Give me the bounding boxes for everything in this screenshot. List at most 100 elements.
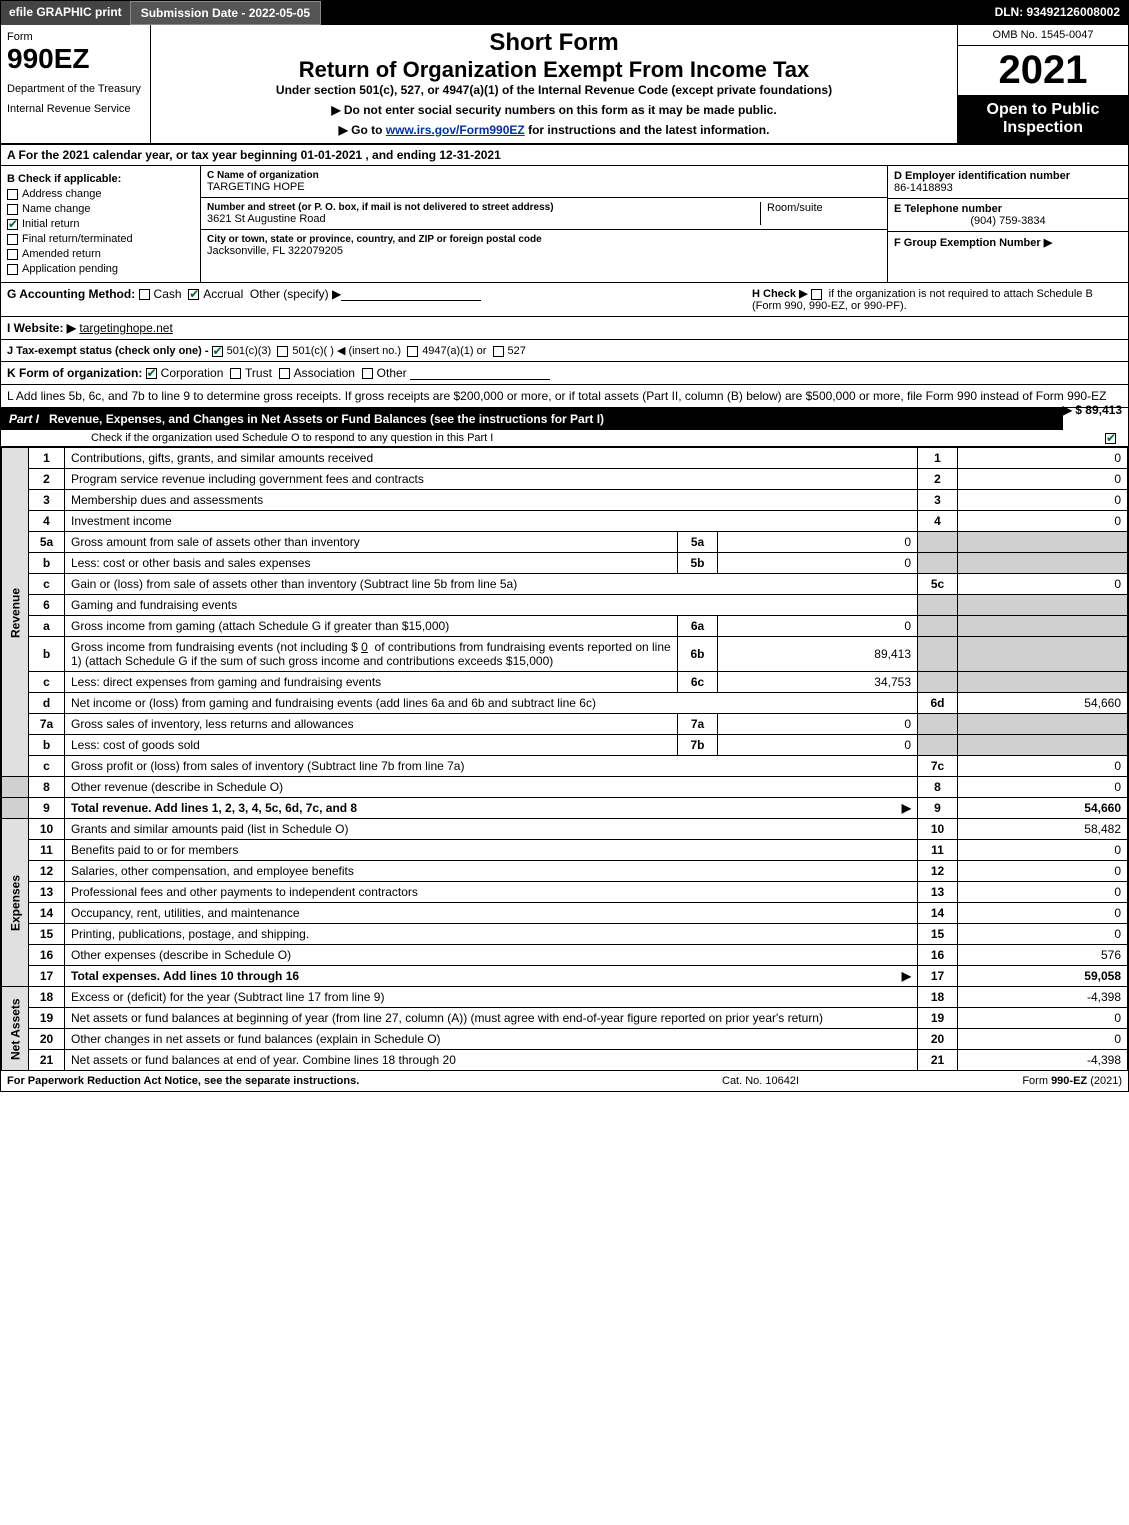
- chk-assoc[interactable]: [279, 368, 290, 379]
- chk-name-change-row[interactable]: Name change: [7, 203, 194, 215]
- B-legend: B Check if applicable:: [7, 173, 194, 185]
- C-name-value: TARGETING HOPE: [207, 181, 881, 193]
- C-city-value: Jacksonville, FL 322079205: [207, 245, 881, 257]
- line-6c: c Less: direct expenses from gaming and …: [2, 672, 1128, 693]
- subtitle-501c: Under section 501(c), 527, or 4947(a)(1)…: [155, 83, 953, 97]
- instr-ssn: ▶ Do not enter social security numbers o…: [155, 103, 953, 117]
- efile-print-label[interactable]: efile GRAPHIC print: [1, 1, 130, 25]
- line-12: 12 Salaries, other compensation, and emp…: [2, 861, 1128, 882]
- page-footer: For Paperwork Reduction Act Notice, see …: [1, 1071, 1128, 1091]
- chk-address-change-row[interactable]: Address change: [7, 188, 194, 200]
- chk-H[interactable]: [811, 289, 822, 300]
- line-6: 6 Gaming and fundraising events: [2, 595, 1128, 616]
- omb-number: OMB No. 1545-0047: [958, 25, 1128, 46]
- H-schedule-b: H Check ▶ if the organization is not req…: [742, 287, 1122, 312]
- line-5a: 5a Gross amount from sale of assets othe…: [2, 532, 1128, 553]
- F-group-row: F Group Exemption Number ▶: [888, 232, 1128, 253]
- chk-amended-return[interactable]: [7, 249, 18, 260]
- row-I-website: I Website: ▶ targetinghope.net: [1, 317, 1128, 340]
- line-19: 19 Net assets or fund balances at beginn…: [2, 1008, 1128, 1029]
- l1-num: 1: [29, 448, 65, 469]
- C-city-row: City or town, state or province, country…: [201, 230, 887, 261]
- chk-schedule-o[interactable]: [1105, 433, 1116, 444]
- line-6b: b Gross income from fundraising events (…: [2, 637, 1128, 672]
- line-1: Revenue 1 Contributions, gifts, grants, …: [2, 448, 1128, 469]
- line-7a: 7a Gross sales of inventory, less return…: [2, 714, 1128, 735]
- G-cash: Cash: [154, 287, 182, 301]
- K-other-input[interactable]: [410, 366, 550, 380]
- dept-irs: Internal Revenue Service: [7, 103, 144, 115]
- C-city-label: City or town, state or province, country…: [207, 234, 881, 245]
- instr-goto: ▶ Go to www.irs.gov/Form990EZ for instru…: [155, 123, 953, 137]
- row-J-tax-exempt: J Tax-exempt status (check only one) - 5…: [1, 340, 1128, 362]
- chk-address-change[interactable]: [7, 189, 18, 200]
- sidelabel-expenses: Expenses: [2, 819, 29, 987]
- topbar: efile GRAPHIC print Submission Date - 20…: [1, 1, 1128, 25]
- chk-initial-return[interactable]: [7, 219, 18, 230]
- line-17: 17 Total expenses. Add lines 10 through …: [2, 966, 1128, 987]
- G-other: Other (specify) ▶: [250, 287, 341, 301]
- sidelabel-revenue: Revenue: [2, 448, 29, 777]
- chk-name-change[interactable]: [7, 204, 18, 215]
- chk-application-pending-row[interactable]: Application pending: [7, 263, 194, 275]
- chk-other-org[interactable]: [362, 368, 373, 379]
- line-21: 21 Net assets or fund balances at end of…: [2, 1050, 1128, 1071]
- J-opt3: 4947(a)(1) or: [422, 345, 486, 357]
- C-addr-cell: Number and street (or P. O. box, if mail…: [207, 202, 761, 225]
- instr-post: for instructions and the latest informat…: [525, 123, 770, 137]
- line-4: 4 Investment income 4 0: [2, 511, 1128, 532]
- irs-link[interactable]: www.irs.gov/Form990EZ: [386, 123, 525, 137]
- chk-501c[interactable]: [277, 346, 288, 357]
- C-addr-label: Number and street (or P. O. box, if mail…: [207, 202, 754, 213]
- header-mid: Short Form Return of Organization Exempt…: [151, 25, 958, 143]
- open-to-public: Open to Public Inspection: [958, 95, 1128, 143]
- line-5b: b Less: cost or other basis and sales ex…: [2, 553, 1128, 574]
- chk-501c3[interactable]: [212, 346, 223, 357]
- chk-cash[interactable]: [139, 289, 150, 300]
- topbar-spacer: [321, 1, 986, 25]
- footer-form: Form 990-EZ (2021): [922, 1075, 1122, 1087]
- chk-4947[interactable]: [407, 346, 418, 357]
- form-number: 990EZ: [7, 43, 144, 75]
- G-accrual: Accrual: [203, 287, 243, 301]
- line-6a: a Gross income from gaming (attach Sched…: [2, 616, 1128, 637]
- chk-corp[interactable]: [146, 368, 157, 379]
- J-opt4: 527: [508, 345, 526, 357]
- chk-final-return-row[interactable]: Final return/terminated: [7, 233, 194, 245]
- col-B-checkboxes: B Check if applicable: Address change Na…: [1, 166, 201, 282]
- chk-application-pending[interactable]: [7, 264, 18, 275]
- l1-desc: Contributions, gifts, grants, and simila…: [65, 448, 918, 469]
- title-return-exempt: Return of Organization Exempt From Incom…: [155, 57, 953, 83]
- part1-sub-text: Check if the organization used Schedule …: [91, 432, 493, 444]
- G-other-input[interactable]: [341, 287, 481, 301]
- chk-initial-return-row[interactable]: Initial return: [7, 218, 194, 230]
- chk-accrual[interactable]: [188, 289, 199, 300]
- footer-catno: Cat. No. 10642I: [722, 1075, 922, 1087]
- H-pre: H Check ▶: [752, 288, 811, 300]
- D-value: 86-1418893: [894, 182, 1122, 194]
- line-2: 2 Program service revenue including gove…: [2, 469, 1128, 490]
- I-value[interactable]: targetinghope.net: [79, 321, 172, 335]
- K-label: K Form of organization:: [7, 366, 142, 380]
- header-left: Form 990EZ Department of the Treasury In…: [1, 25, 151, 143]
- line-18: Net Assets 18 Excess or (deficit) for th…: [2, 987, 1128, 1008]
- chk-527[interactable]: [493, 346, 504, 357]
- K-corp: Corporation: [161, 366, 224, 380]
- part1-title: Revenue, Expenses, and Changes in Net As…: [49, 412, 604, 426]
- line-13: 13 Professional fees and other payments …: [2, 882, 1128, 903]
- chk-trust[interactable]: [230, 368, 241, 379]
- chk-final-return[interactable]: [7, 234, 18, 245]
- line-7b: b Less: cost of goods sold 7b 0: [2, 735, 1128, 756]
- line-15: 15 Printing, publications, postage, and …: [2, 924, 1128, 945]
- row-L-gross-receipts: L Add lines 5b, 6c, and 7b to line 9 to …: [1, 385, 1128, 408]
- L-value: ▶ $ 89,413: [1063, 403, 1122, 417]
- tax-year: 2021: [958, 46, 1128, 95]
- line-7c: c Gross profit or (loss) from sales of i…: [2, 756, 1128, 777]
- D-label: D Employer identification number: [894, 170, 1122, 182]
- instr-pre: ▶ Go to: [339, 123, 386, 137]
- row-G-H: G Accounting Method: Cash Accrual Other …: [1, 283, 1128, 317]
- l1-outval: 0: [958, 448, 1128, 469]
- line-6d: d Net income or (loss) from gaming and f…: [2, 693, 1128, 714]
- dln-label: DLN: 93492126008002: [987, 1, 1128, 25]
- chk-amended-return-row[interactable]: Amended return: [7, 248, 194, 260]
